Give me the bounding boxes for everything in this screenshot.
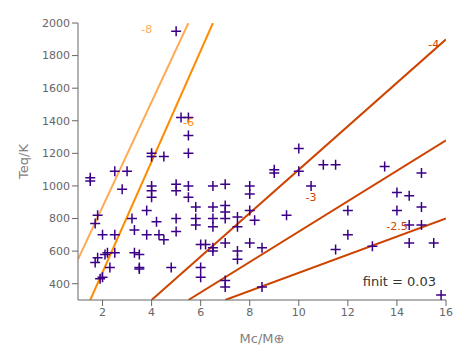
svg-text:2000: 2000: [42, 17, 70, 30]
svg-text:-2.5: -2.5: [386, 220, 407, 233]
svg-text:16: 16: [439, 306, 453, 319]
svg-text:4: 4: [148, 306, 155, 319]
svg-text:-4: -4: [428, 38, 439, 51]
svg-text:6: 6: [197, 306, 204, 319]
svg-text:2: 2: [99, 306, 106, 319]
svg-text:-6: -6: [183, 116, 194, 129]
svg-text:-8: -8: [141, 23, 152, 36]
svg-text:600: 600: [49, 245, 70, 258]
svg-text:12: 12: [341, 306, 355, 319]
html-text:finit = 0.03: finit = 0.03: [362, 274, 436, 289]
svg-text:1000: 1000: [42, 180, 70, 193]
svg-text:400: 400: [49, 278, 70, 291]
svg-text:8: 8: [246, 306, 253, 319]
svg-text:Teq/K: Teq/K: [16, 144, 31, 180]
svg-text:1600: 1600: [42, 82, 70, 95]
svg-text:-3: -3: [306, 191, 317, 204]
svg-text:1400: 1400: [42, 115, 70, 128]
svg-text:800: 800: [49, 212, 70, 225]
svg-text:14: 14: [390, 306, 404, 319]
svg-text:10: 10: [292, 306, 306, 319]
svg-text:1800: 1800: [42, 49, 70, 62]
svg-text:Mc/M⊕: Mc/M⊕: [240, 331, 285, 346]
svg-text:1200: 1200: [42, 147, 70, 160]
